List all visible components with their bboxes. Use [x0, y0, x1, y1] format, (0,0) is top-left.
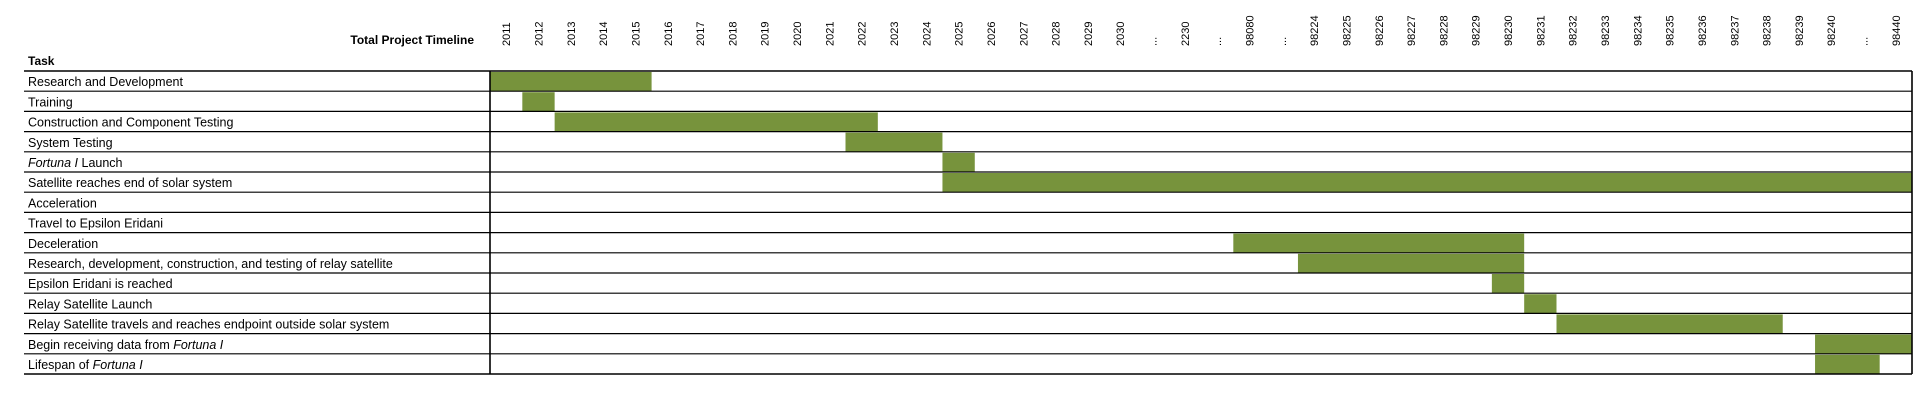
- tick-label: 2015: [630, 22, 642, 46]
- bars-layer: [490, 72, 1912, 374]
- task-label: Travel to Epsilon Eridani: [28, 217, 163, 231]
- tick-label: 2019: [760, 22, 772, 46]
- tick-label: 98229: [1471, 15, 1483, 46]
- task-bar: [1815, 354, 1880, 374]
- task-label: Construction and Component Testing: [28, 116, 233, 130]
- task-bar: [554, 112, 878, 132]
- task-bar: [1556, 314, 1783, 334]
- tick-label: 98231: [1535, 15, 1547, 46]
- tick-label: 2013: [566, 22, 578, 46]
- task-bar: [942, 152, 975, 172]
- tick-label: 2020: [792, 22, 804, 46]
- task-bar: [522, 92, 555, 112]
- task-bar: [1524, 294, 1557, 314]
- task-label: Begin receiving data from Fortuna I: [28, 338, 224, 352]
- task-label: Relay Satellite travels and reaches endp…: [28, 318, 389, 332]
- tick-label: 98232: [1568, 15, 1580, 46]
- tick-label: ...: [1212, 37, 1224, 46]
- tick-label: 2014: [598, 22, 610, 46]
- task-label: System Testing: [28, 136, 113, 150]
- tick-label: 98238: [1762, 15, 1774, 46]
- task-label: Acceleration: [28, 196, 97, 210]
- task-label: Research, development, construction, and…: [28, 257, 393, 271]
- task-bar: [1815, 334, 1912, 354]
- tick-label: 2230: [1180, 22, 1192, 46]
- task-label: Deceleration: [28, 237, 98, 251]
- tick-label: ...: [1148, 37, 1160, 46]
- task-label: Training: [28, 95, 73, 109]
- tick-label: 98237: [1729, 15, 1741, 46]
- tick-label: 2029: [1083, 22, 1095, 46]
- tick-label: 98224: [1309, 15, 1321, 46]
- task-bar: [942, 173, 1912, 193]
- task-label: Relay Satellite Launch: [28, 297, 152, 311]
- task-bar: [1233, 233, 1525, 253]
- tick-label: 2027: [1018, 22, 1030, 46]
- tick-label: ...: [1859, 37, 1871, 46]
- tick-label: ...: [1277, 37, 1289, 46]
- tick-label: 2011: [501, 22, 513, 46]
- tick-label: 98225: [1341, 15, 1353, 46]
- timeline-axis: 2011 2012 2013 2014 2015 2016 2017 2018 2019 2020…: [501, 15, 1903, 46]
- tick-label: 2018: [727, 22, 739, 46]
- task-rows: Research and Development Training Construc…: [24, 70, 1913, 375]
- task-column-header: Task: [28, 54, 55, 68]
- tick-label: 98227: [1406, 15, 1418, 46]
- tick-label: 2021: [824, 22, 836, 46]
- tick-label: 2023: [889, 22, 901, 46]
- tick-label: 98233: [1600, 15, 1612, 46]
- tick-label: 2022: [857, 22, 869, 46]
- tick-label: 98226: [1374, 15, 1386, 46]
- tick-label: 2024: [921, 22, 933, 46]
- tick-label: 98235: [1665, 15, 1677, 46]
- task-bar: [1297, 253, 1525, 273]
- task-label: Fortuna I Launch: [28, 156, 123, 170]
- tick-label: 98440: [1891, 15, 1903, 46]
- tick-label: 98240: [1826, 15, 1838, 46]
- tick-label: 98239: [1794, 15, 1806, 46]
- task-label: Research and Development: [28, 75, 183, 89]
- task-bar: [845, 132, 943, 152]
- task-label: Epsilon Eridani is reached: [28, 277, 173, 291]
- tick-label: 2026: [986, 22, 998, 46]
- chart-title: Total Project Timeline: [350, 33, 474, 47]
- tick-label: 2025: [954, 22, 966, 46]
- tick-label: 2028: [1051, 22, 1063, 46]
- task-bar: [490, 72, 652, 92]
- tick-label: 98230: [1503, 15, 1515, 46]
- tick-label: 2017: [695, 22, 707, 46]
- tick-label: 2016: [663, 22, 675, 46]
- task-label: Lifespan of Fortuna I: [28, 358, 143, 372]
- tick-label: 98080: [1244, 15, 1256, 46]
- task-label: Satellite reaches end of solar system: [28, 176, 232, 190]
- tick-label: 98228: [1438, 15, 1450, 46]
- tick-label: 98236: [1697, 15, 1709, 46]
- task-bar: [1491, 274, 1525, 294]
- tick-label: 2030: [1115, 22, 1127, 46]
- tick-label: 98234: [1632, 15, 1644, 46]
- tick-label: 2012: [533, 22, 545, 46]
